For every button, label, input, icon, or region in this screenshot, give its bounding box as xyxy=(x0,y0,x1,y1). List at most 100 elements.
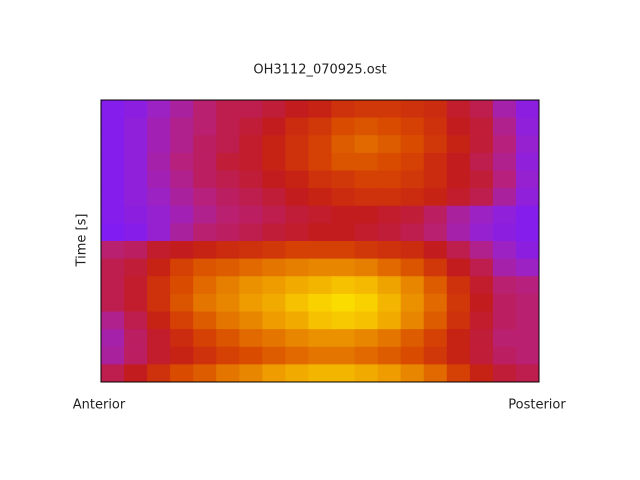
heatmap-cell xyxy=(423,117,448,136)
heatmap-cell xyxy=(285,329,309,348)
heatmap-cell xyxy=(147,311,171,330)
heatmap-cell xyxy=(308,329,333,348)
heatmap-cell xyxy=(193,205,217,224)
heatmap-cell xyxy=(101,329,125,348)
heatmap-cell xyxy=(124,223,148,242)
heatmap-cell xyxy=(446,100,471,119)
heatmap-cell xyxy=(331,241,356,260)
heatmap-cell xyxy=(147,293,171,312)
heatmap-cell xyxy=(193,293,217,312)
heatmap-cell xyxy=(377,329,402,348)
heatmap-cell xyxy=(101,117,125,136)
heatmap-cell xyxy=(377,241,402,260)
heatmap-cell xyxy=(331,152,356,171)
heatmap-cell xyxy=(216,258,240,277)
heatmap-cell xyxy=(147,188,171,207)
heatmap-cell xyxy=(262,100,286,119)
heatmap-cell xyxy=(423,223,448,242)
heatmap-cell xyxy=(239,258,263,277)
heatmap-cell xyxy=(101,241,125,260)
heatmap-cell xyxy=(423,170,448,189)
heatmap-cell xyxy=(377,117,402,136)
heatmap-cell xyxy=(308,346,333,365)
heatmap-cell xyxy=(147,346,171,365)
heatmap-cell xyxy=(101,205,125,224)
heatmap-cell xyxy=(492,205,517,224)
heatmap-cell xyxy=(515,170,540,189)
heatmap-cell xyxy=(216,329,240,348)
heatmap-cell xyxy=(285,135,309,154)
heatmap-cell xyxy=(492,152,517,171)
heatmap-cell xyxy=(147,329,171,348)
heatmap-cell xyxy=(423,152,448,171)
heatmap-cell xyxy=(147,364,171,383)
heatmap-cell xyxy=(400,329,425,348)
heatmap-cell xyxy=(124,241,148,260)
heatmap-cell xyxy=(170,311,194,330)
heatmap-cell xyxy=(354,100,379,119)
heatmap-cell xyxy=(262,170,286,189)
heatmap-cell xyxy=(446,188,471,207)
heatmap-cell xyxy=(377,258,402,277)
heatmap-cell xyxy=(469,329,494,348)
heatmap-cell xyxy=(124,311,148,330)
heatmap-cell xyxy=(239,329,263,348)
heatmap-cell xyxy=(308,205,333,224)
heatmap-cell xyxy=(377,293,402,312)
heatmap-cell xyxy=(285,293,309,312)
heatmap-cell xyxy=(147,223,171,242)
heatmap-cell xyxy=(193,135,217,154)
heatmap-cell xyxy=(285,223,309,242)
heatmap-cell xyxy=(308,100,333,119)
heatmap-cell xyxy=(308,188,333,207)
heatmap-cell xyxy=(469,135,494,154)
heatmap-cell xyxy=(308,241,333,260)
heatmap-cell xyxy=(492,170,517,189)
heatmap-cell xyxy=(377,205,402,224)
heatmap-cell xyxy=(423,346,448,365)
heatmap-cell xyxy=(101,258,125,277)
heatmap-cell xyxy=(515,346,540,365)
heatmap-cell xyxy=(124,205,148,224)
heatmap-cell xyxy=(354,311,379,330)
heatmap-cell xyxy=(216,188,240,207)
heatmap-cell xyxy=(124,258,148,277)
heatmap-cell xyxy=(170,223,194,242)
heatmap-cell xyxy=(170,346,194,365)
heatmap-cell xyxy=(308,364,333,383)
heatmap-cell xyxy=(331,100,356,119)
heatmap-cell xyxy=(354,258,379,277)
heatmap-cell xyxy=(377,188,402,207)
heatmap-cell xyxy=(423,188,448,207)
heatmap-cell xyxy=(285,311,309,330)
heatmap-cell xyxy=(193,152,217,171)
heatmap-cell xyxy=(331,276,356,295)
heatmap-cell xyxy=(354,293,379,312)
heatmap-cell xyxy=(331,117,356,136)
heatmap-cell xyxy=(515,100,540,119)
heatmap-cell xyxy=(400,205,425,224)
heatmap-cell xyxy=(285,170,309,189)
heatmap-cell xyxy=(124,188,148,207)
heatmap-cell xyxy=(446,152,471,171)
heatmap-cell xyxy=(239,188,263,207)
heatmap-cell xyxy=(124,152,148,171)
heatmap-cell xyxy=(147,205,171,224)
heatmap-cell xyxy=(446,223,471,242)
heatmap-cell xyxy=(101,170,125,189)
heatmap-cell xyxy=(285,117,309,136)
heatmap-cell xyxy=(515,329,540,348)
heatmap-cell xyxy=(124,135,148,154)
heatmap-cell xyxy=(308,258,333,277)
heatmap-cell xyxy=(354,205,379,224)
heatmap-cell xyxy=(216,135,240,154)
heatmap-cell xyxy=(423,205,448,224)
heatmap-cell xyxy=(400,276,425,295)
heatmap-cell xyxy=(469,293,494,312)
heatmap-cell xyxy=(354,152,379,171)
heatmap-cell xyxy=(239,117,263,136)
heatmap-cell xyxy=(400,188,425,207)
heatmap-cell xyxy=(170,135,194,154)
heatmap-cell xyxy=(239,152,263,171)
